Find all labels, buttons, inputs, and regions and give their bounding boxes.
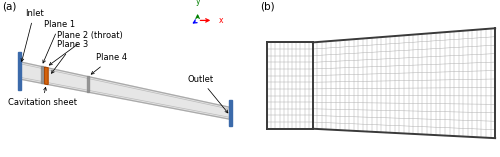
Text: (a): (a) (2, 2, 17, 12)
Polygon shape (40, 66, 42, 83)
Polygon shape (18, 52, 21, 90)
Text: (b): (b) (260, 2, 274, 12)
Text: Outlet: Outlet (187, 75, 228, 113)
Polygon shape (229, 100, 232, 126)
Text: Plane 4: Plane 4 (92, 53, 128, 74)
Text: Cavitation sheet: Cavitation sheet (8, 87, 77, 107)
Text: y: y (196, 0, 200, 6)
Text: Plane 1: Plane 1 (43, 20, 76, 63)
Polygon shape (21, 62, 229, 119)
Text: Inlet: Inlet (21, 9, 44, 61)
Polygon shape (44, 67, 48, 84)
Text: Plane 3: Plane 3 (52, 40, 88, 73)
Text: Plane 2 (throat): Plane 2 (throat) (50, 31, 123, 65)
Polygon shape (88, 76, 90, 92)
Text: x: x (218, 16, 223, 25)
